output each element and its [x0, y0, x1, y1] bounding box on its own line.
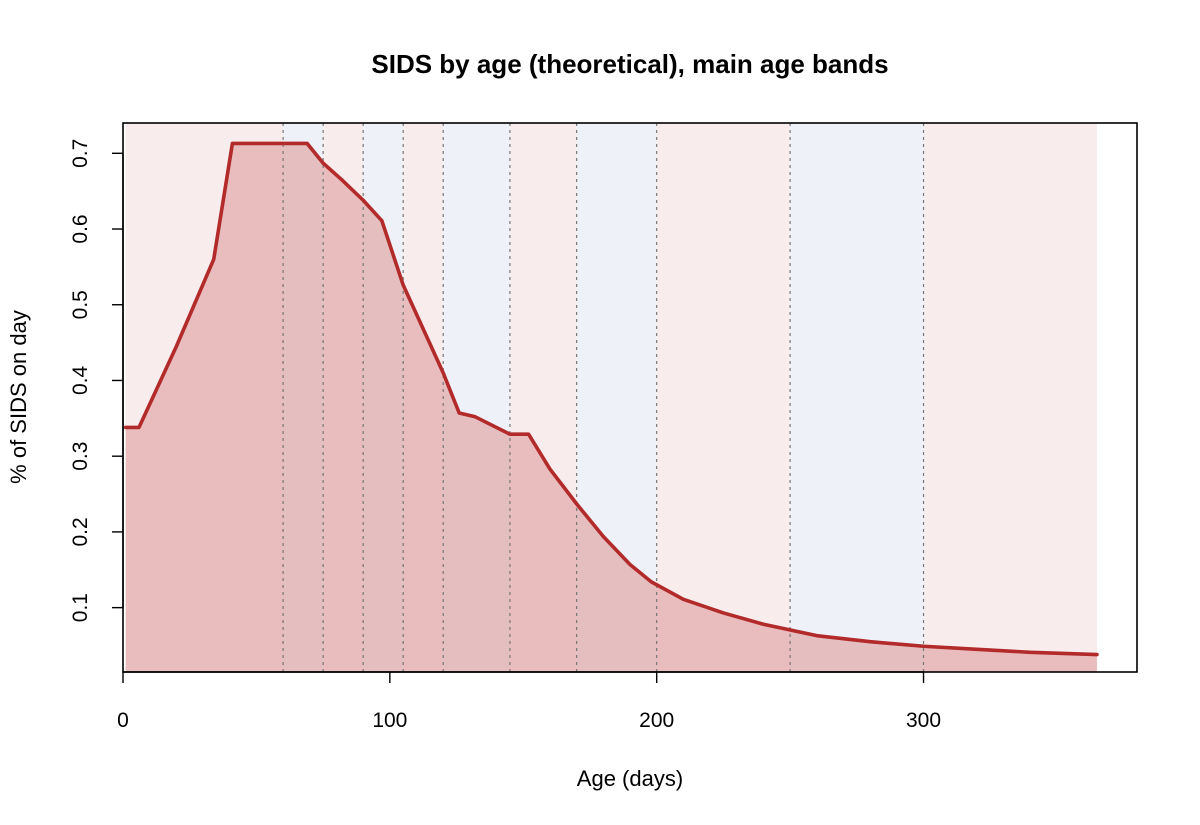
x-axis: 0 100 200 300: [117, 671, 941, 732]
chart-title: SIDS by age (theoretical), main age band…: [371, 49, 888, 79]
age-band-8: [656, 123, 791, 672]
x-axis-label: Age (days): [577, 766, 683, 791]
y-axis: 0.1 0.2 0.3 0.4 0.5 0.6 0.7: [69, 139, 124, 622]
x-tick-label: 100: [372, 709, 407, 732]
band-boundaries: [282, 123, 925, 672]
x-tick-label: 0: [117, 709, 129, 732]
x-tick-label: 200: [639, 709, 674, 732]
series-area-fill: [125, 143, 1097, 673]
y-tick-label: 0.3: [69, 442, 92, 471]
age-band-9: [790, 123, 924, 672]
series-line-path: [123, 141, 1099, 657]
series-area: [125, 143, 1097, 673]
y-tick-label: 0.5: [69, 290, 92, 319]
age-band-10: [923, 123, 1097, 672]
y-tick-label: 0.2: [69, 517, 92, 546]
y-axis-label: % of SIDS on day: [6, 310, 31, 484]
series-line: [123, 141, 1099, 657]
y-tick-label: 0.4: [69, 366, 92, 396]
y-tick-label: 0.1: [69, 593, 92, 622]
y-tick-label: 0.6: [69, 214, 92, 243]
y-tick-label: 0.7: [69, 139, 92, 168]
x-tick-label: 300: [906, 709, 941, 732]
